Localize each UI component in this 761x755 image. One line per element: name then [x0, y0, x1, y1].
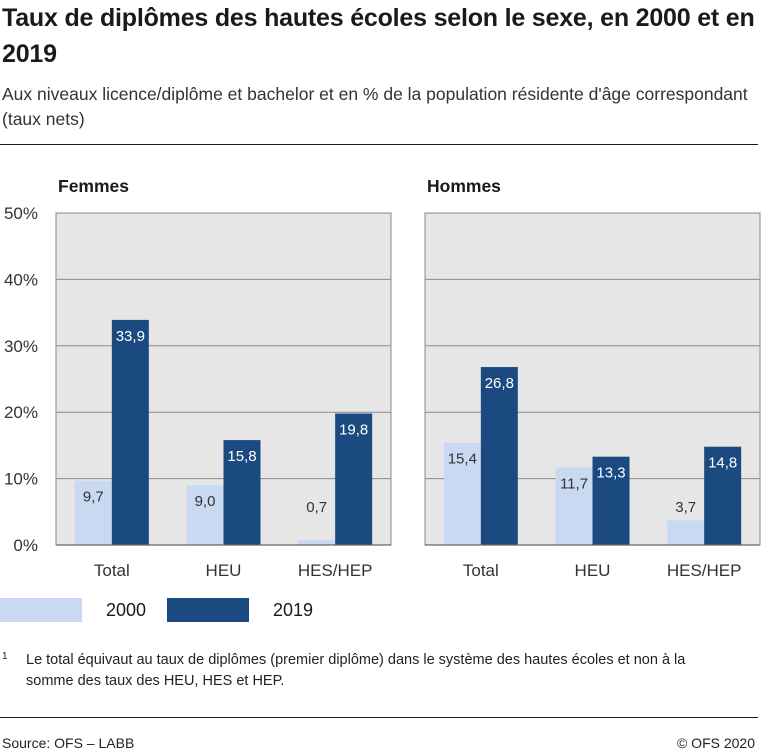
chart-subtitle: Aux niveaux licence/diplôme et bachelor … — [2, 84, 748, 129]
legend-item-2019: 2019 — [167, 598, 313, 622]
bar-2000 — [74, 480, 112, 545]
y-tick-label: 40% — [4, 270, 38, 289]
legend-label-2000: 2000 — [106, 599, 147, 620]
x-tick-label: Total — [463, 561, 499, 580]
bar-2019 — [223, 440, 261, 545]
bar-chart: 0% 10% 20% 30% 40% 50% Femmes 9,7 33,9 Total 9,0 15… — [4, 176, 761, 580]
bottom-divider — [0, 717, 758, 718]
data-label: 3,7 — [675, 499, 696, 516]
data-label: 15,8 — [227, 448, 256, 465]
data-label: 0,7 — [306, 499, 327, 516]
bar-2019 — [480, 367, 518, 545]
footnote-text: Le total équivaut au taux de diplômes (p… — [26, 652, 686, 689]
x-tick-label: Total — [94, 561, 130, 580]
source-text: Source: OFS – LABB — [2, 735, 135, 751]
legend-swatch-2019 — [167, 598, 249, 622]
bar-2000 — [443, 442, 481, 545]
data-label: 33,9 — [116, 328, 145, 345]
data-label: 9,7 — [83, 489, 104, 506]
x-tick-label: HES/HEP — [667, 561, 742, 580]
footnote-mark: 1 — [2, 651, 8, 662]
y-tick-label: 50% — [4, 204, 38, 223]
chart-title: Taux de diplômes des hautes écoles selon… — [2, 4, 755, 68]
bar-2019 — [111, 319, 149, 545]
legend-item-2000: 2000 — [0, 598, 146, 622]
panel-title: Femmes — [58, 176, 129, 196]
legend-label-2019: 2019 — [273, 599, 314, 620]
top-divider — [0, 144, 758, 145]
y-tick-label: 10% — [4, 470, 38, 489]
legend-swatch-2000 — [0, 598, 82, 622]
panel-title: Hommes — [427, 176, 501, 196]
bar-2000 — [667, 520, 705, 545]
footnote: 1 Le total équivaut au taux de diplômes … — [2, 650, 726, 692]
data-label: 19,8 — [339, 422, 368, 439]
x-tick-label: HEU — [206, 561, 242, 580]
data-label: 9,0 — [195, 493, 216, 510]
copyright-text: © OFS 2020 — [676, 735, 755, 751]
bar-2019 — [592, 456, 630, 545]
x-tick-label: HEU — [575, 561, 611, 580]
x-tick-label: HES/HEP — [298, 561, 373, 580]
data-label: 26,8 — [485, 375, 514, 392]
bar-2000 — [555, 467, 593, 545]
bar-2000 — [186, 485, 224, 545]
bar-2019 — [335, 413, 373, 545]
bar-2019 — [704, 446, 742, 545]
data-label: 14,8 — [708, 455, 737, 472]
y-tick-label: 0% — [13, 536, 38, 555]
data-label: 15,4 — [448, 451, 477, 468]
bar-2000 — [298, 540, 336, 545]
data-label: 13,3 — [596, 465, 625, 482]
y-tick-label: 30% — [4, 337, 38, 356]
y-tick-label: 20% — [4, 403, 38, 422]
data-label: 11,7 — [560, 475, 588, 492]
